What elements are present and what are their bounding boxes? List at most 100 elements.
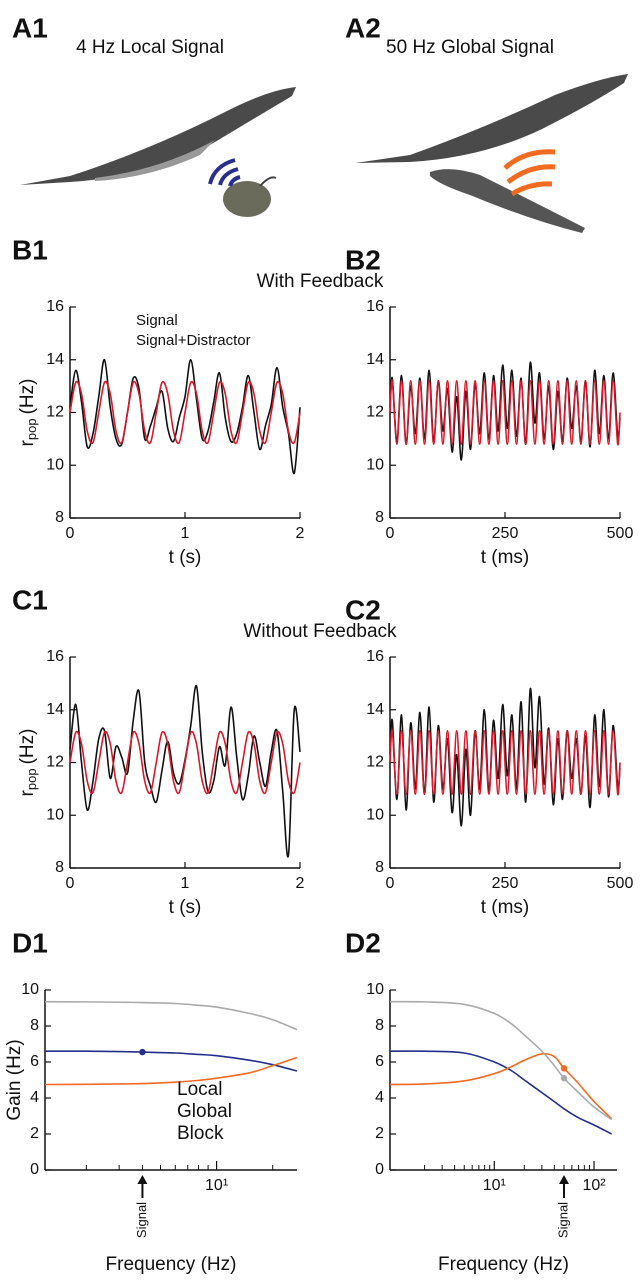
y-tick-label: 14 [366, 701, 384, 718]
panel-title: 4 Hz Local Signal [76, 37, 224, 58]
y-tick-label: 12 [46, 404, 64, 421]
x-axis-label: t (ms) [481, 547, 530, 568]
annotation-arrowhead [137, 1175, 148, 1184]
panel-title: 50 Hz Global Signal [386, 37, 554, 58]
y-axis-label-part: pop [24, 418, 39, 440]
y-tick-label: 0 [375, 1161, 384, 1178]
panel-label: D1 [12, 927, 48, 958]
y-axis-label-part: (Hz) [17, 729, 38, 765]
y-tick-label: 0 [30, 1161, 39, 1178]
x-tick-label: 0 [386, 875, 395, 892]
series-line [389, 729, 621, 796]
y-tick-label: 12 [366, 404, 384, 421]
y-tick-label: 8 [375, 1017, 384, 1034]
x-axis-label: t (s) [169, 897, 202, 918]
series-line [69, 380, 301, 445]
x-tick-label: 2 [296, 875, 305, 892]
y-tick-label: 14 [46, 701, 64, 718]
panel-label: C1 [12, 584, 48, 615]
x-axis-label: Frequency (Hz) [106, 1254, 237, 1275]
x-tick-label: 1 [181, 875, 190, 892]
series-line [69, 685, 301, 858]
legend-entry: Block [177, 1123, 224, 1144]
x-tick-label: 10¹ [483, 1177, 506, 1194]
panel-label: B2 [345, 244, 381, 275]
y-axis-label-part: (Hz) [17, 379, 38, 415]
legend-entry: Signal+Distractor [136, 332, 251, 349]
x-tick-label: 0 [66, 875, 75, 892]
y-tick-label: 8 [55, 859, 64, 876]
series-line [389, 1000, 613, 1121]
x-axis-label: Frequency (Hz) [438, 1254, 569, 1275]
point-marker [139, 1048, 146, 1056]
y-tick-label: 8 [30, 1017, 39, 1034]
annotation-arrowhead [558, 1175, 569, 1184]
x-tick-label: 0 [66, 525, 75, 542]
series-line [69, 730, 301, 795]
y-tick-label: 4 [30, 1089, 39, 1106]
y-axis-label: Gain (Hz) [4, 1039, 25, 1120]
x-tick-label: 0 [386, 525, 395, 542]
annotation-text: Signal [555, 1202, 570, 1238]
y-tick-label: 6 [375, 1053, 384, 1070]
series-line [389, 1052, 613, 1120]
legend-entry: Signal [136, 312, 178, 329]
y-tick-label: 14 [366, 351, 384, 368]
x-tick-label: 10² [582, 1177, 606, 1194]
panel-label: C2 [345, 594, 381, 625]
y-tick-label: 16 [46, 648, 64, 665]
series-line [389, 379, 621, 446]
fish-illustration [20, 87, 296, 217]
y-tick-label: 10 [366, 456, 384, 473]
y-tick-label: 6 [30, 1053, 39, 1070]
y-tick-label: 10 [21, 981, 39, 998]
panel-label: D2 [345, 927, 381, 958]
y-tick-label: 16 [366, 298, 384, 315]
y-tick-label: 8 [375, 859, 384, 876]
section-heading: With Feedback [257, 271, 384, 292]
panel-label: A1 [12, 12, 48, 43]
series-line [389, 1050, 612, 1135]
y-tick-label: 12 [366, 754, 384, 771]
x-tick-label: 2 [296, 525, 305, 542]
y-tick-label: 4 [375, 1089, 384, 1106]
x-axis-label: t (s) [169, 547, 202, 568]
x-tick-label: 250 [492, 525, 519, 542]
x-tick-label: 500 [607, 525, 634, 542]
series-line [44, 1050, 298, 1072]
y-tick-label: 10 [46, 806, 64, 823]
y-tick-label: 16 [46, 298, 64, 315]
series-line [69, 358, 301, 474]
y-tick-label: 14 [46, 351, 64, 368]
y-axis-label-part: r [17, 439, 38, 446]
y-axis-label: rpop (Hz) [17, 379, 39, 447]
y-tick-label: 8 [55, 509, 64, 526]
x-axis-label: t (ms) [481, 897, 530, 918]
y-tick-label: 10 [366, 806, 384, 823]
legend-entry: Local [177, 1079, 222, 1100]
section-heading: Without Feedback [243, 621, 397, 642]
x-tick-label: 500 [607, 875, 634, 892]
y-tick-label: 2 [375, 1125, 384, 1142]
y-tick-label: 8 [375, 509, 384, 526]
legend-entry: Global [177, 1101, 232, 1122]
fish-illustration [355, 74, 628, 233]
x-tick-label: 250 [492, 875, 519, 892]
y-tick-label: 10 [46, 456, 64, 473]
x-tick-label: 10¹ [205, 1177, 228, 1194]
annotation-text: Signal [134, 1202, 149, 1238]
y-axis-label: rpop (Hz) [17, 729, 39, 797]
y-tick-label: 16 [366, 648, 384, 665]
x-tick-label: 1 [181, 525, 190, 542]
panel-label: A2 [345, 12, 381, 43]
y-axis-label-part: r [17, 789, 38, 796]
point-marker [560, 1065, 568, 1072]
y-tick-label: 12 [46, 754, 64, 771]
y-tick-label: 10 [366, 981, 384, 998]
series-line [44, 1056, 298, 1086]
panel-label: B1 [12, 234, 48, 265]
point-marker [560, 1075, 568, 1082]
series-line [44, 1000, 298, 1031]
y-tick-label: 2 [30, 1125, 39, 1142]
